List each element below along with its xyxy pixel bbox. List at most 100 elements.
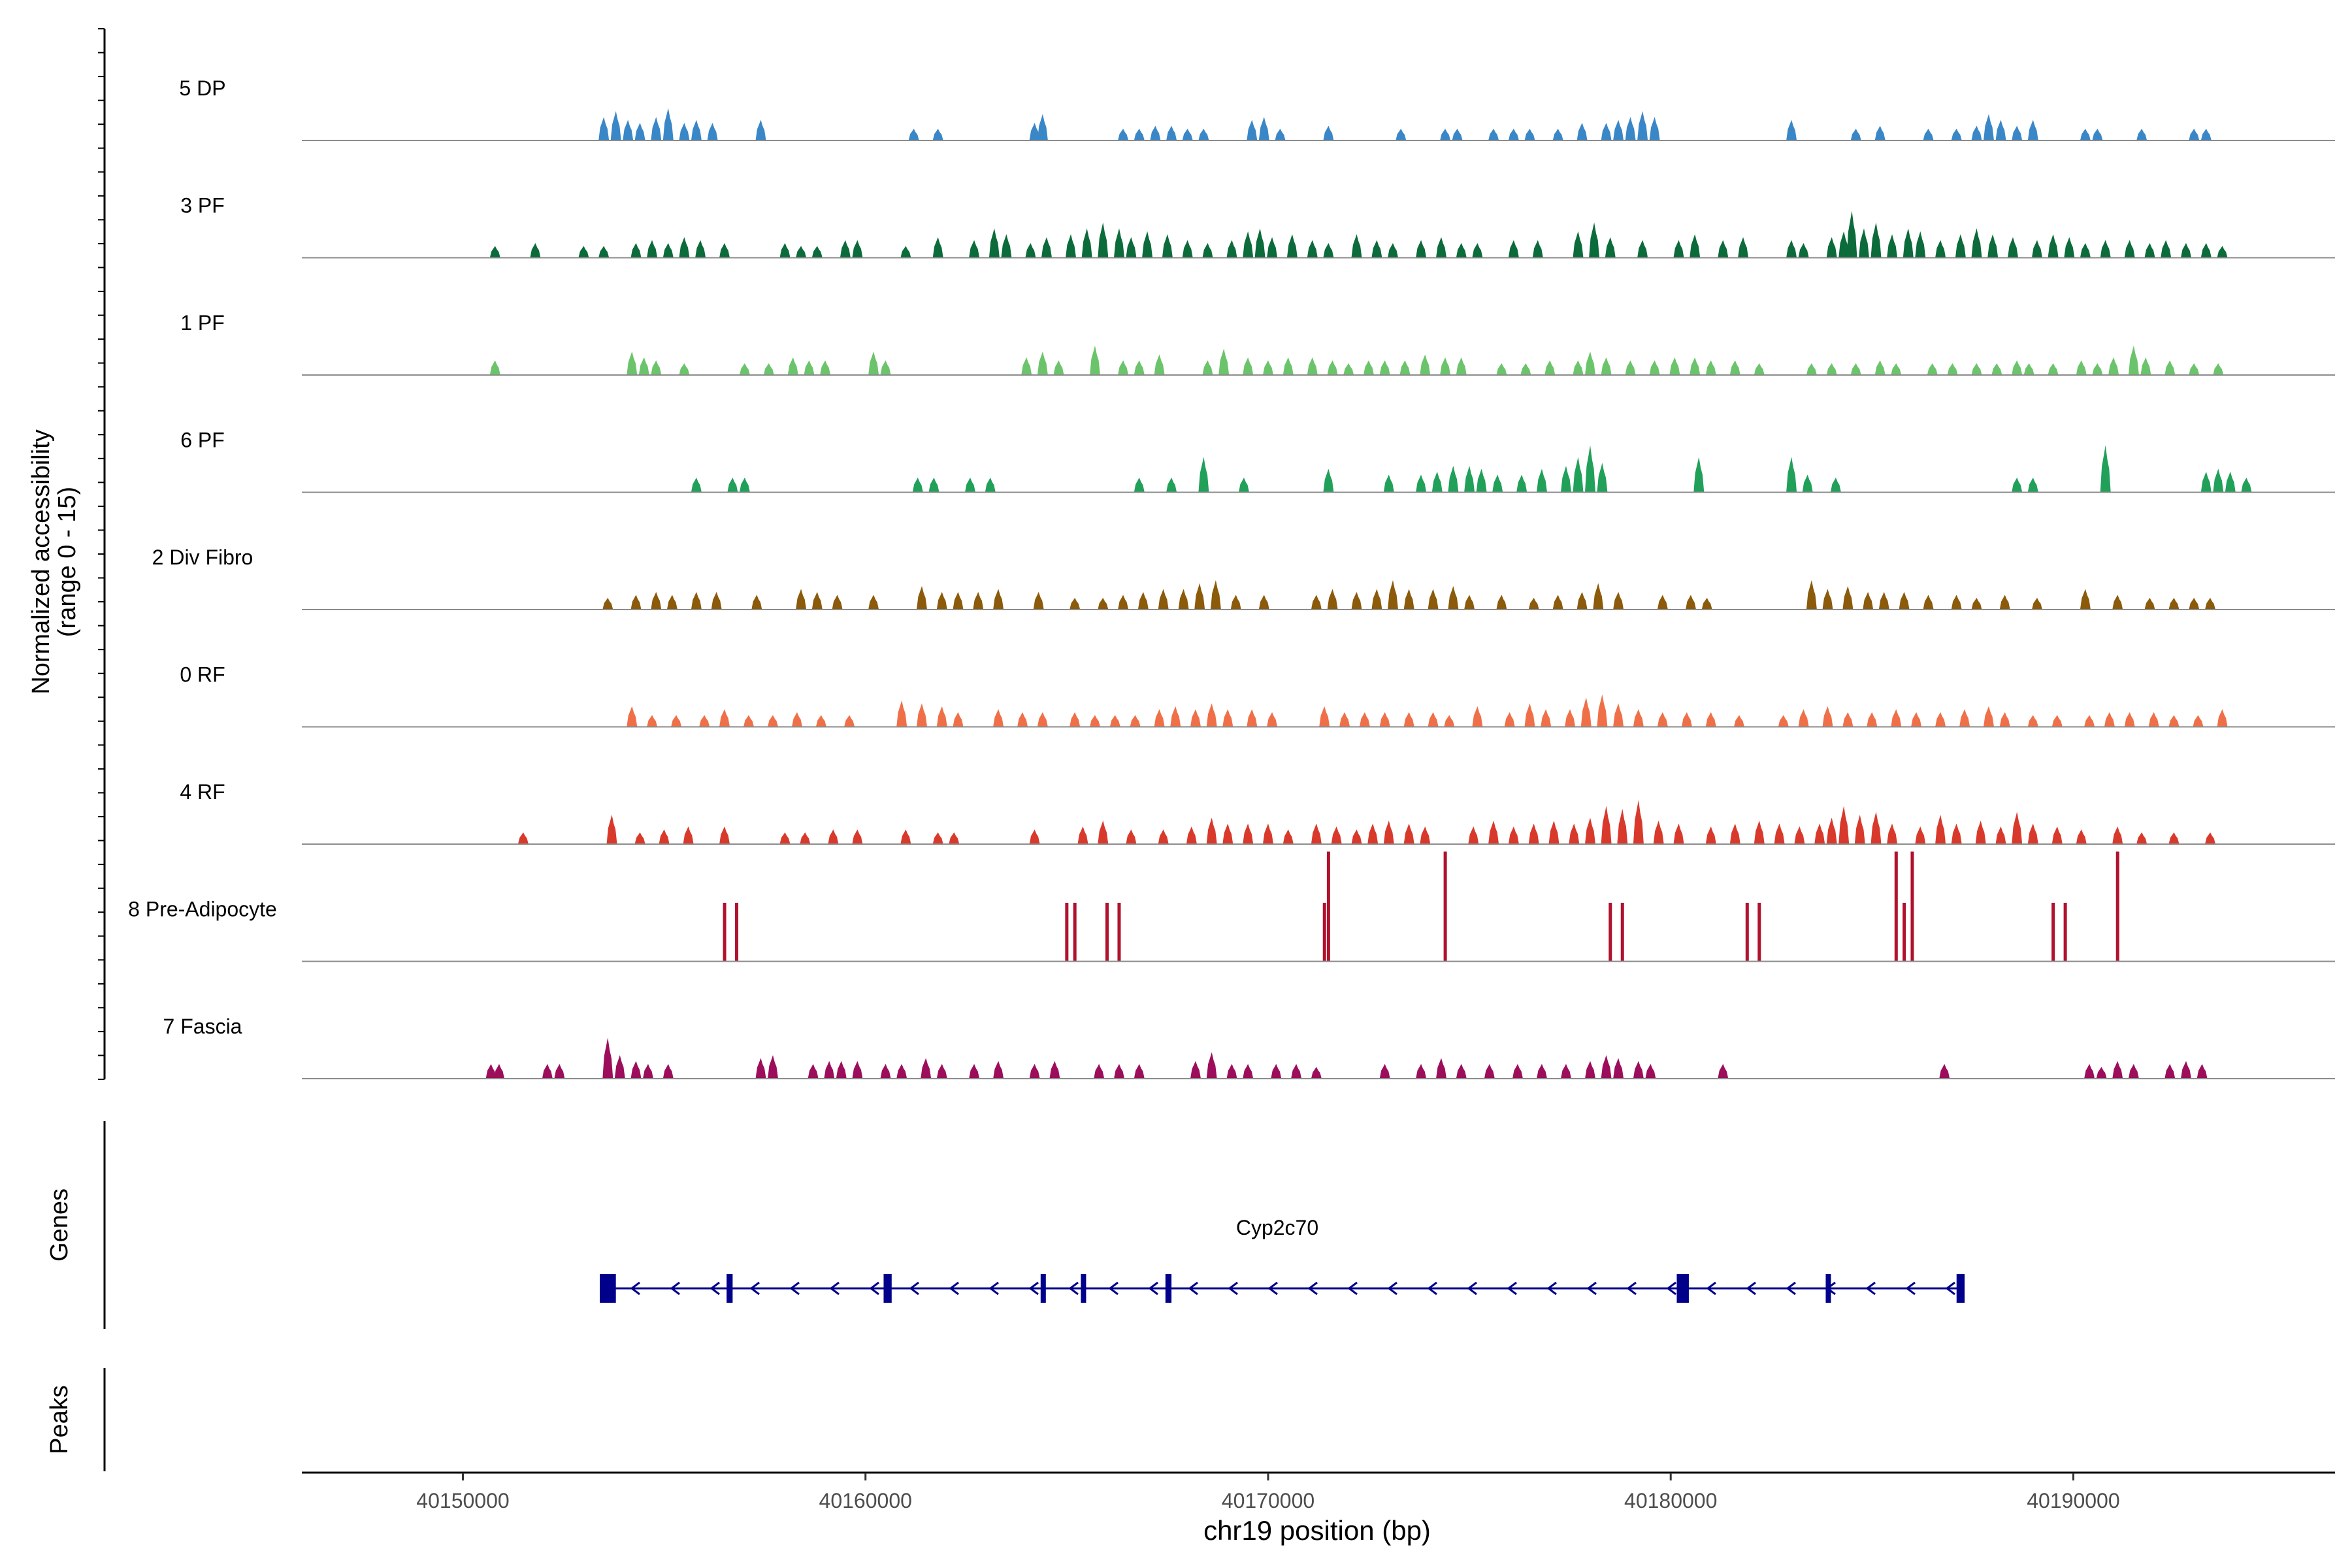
coverage-peak xyxy=(1850,363,1861,375)
coverage-peak xyxy=(1037,351,1048,375)
coverage-peak xyxy=(768,1055,778,1079)
coverage-peak xyxy=(1190,1061,1201,1079)
coverage-peak xyxy=(1186,826,1197,844)
coverage-peak xyxy=(1548,821,1560,844)
coverage-peak xyxy=(1388,243,1398,258)
coverage-peak xyxy=(1729,360,1740,375)
coverage-peak xyxy=(2136,129,2148,140)
coverage-peak xyxy=(1109,715,1120,727)
coverage-peak xyxy=(1226,240,1237,258)
coverage-peak xyxy=(1351,829,1362,844)
coverage-peak xyxy=(1955,234,1966,258)
coverage-peak xyxy=(2148,712,2159,727)
coverage-peak xyxy=(1915,826,1926,844)
coverage-peak xyxy=(643,1064,653,1079)
track-1-pf: 1 PF xyxy=(180,311,2335,376)
coverage-peak xyxy=(647,715,658,727)
coverage-peak xyxy=(2161,240,2172,258)
coverage-peak xyxy=(1452,129,1463,140)
coverage-peak xyxy=(1488,129,1499,140)
coverage-peak xyxy=(1947,363,1958,375)
coverage-peak xyxy=(936,592,947,610)
coverage-peak xyxy=(2197,1064,2208,1079)
coverage-peak xyxy=(2032,598,2042,610)
track-3-pf: 3 PF xyxy=(180,194,2335,259)
coverage-peak xyxy=(735,902,739,962)
coverage-peak xyxy=(804,360,815,375)
coverage-peak xyxy=(1798,243,1809,258)
coverage-peak xyxy=(1911,712,1922,727)
coverage-peak xyxy=(1190,709,1201,727)
coverage-peak xyxy=(1826,237,1837,258)
coverage-peak xyxy=(699,715,710,727)
coverage-peak xyxy=(1613,120,1624,140)
coverage-peak xyxy=(1403,712,1414,727)
coverage-peak xyxy=(1693,457,1705,493)
coverage-peak xyxy=(1669,357,1680,375)
y-axis-label-line1: Normalized accessibility xyxy=(27,429,55,694)
coverage-peak xyxy=(1150,125,1161,140)
coverage-peak xyxy=(691,478,702,493)
coverage-peak xyxy=(602,1037,613,1079)
coverage-peak xyxy=(630,1061,642,1079)
coverage-peak xyxy=(719,826,730,844)
coverage-peak xyxy=(647,240,658,258)
coverage-peak xyxy=(2080,129,2091,140)
coverage-peak xyxy=(2168,832,2180,844)
coverage-peak xyxy=(627,351,638,375)
coverage-peak xyxy=(1504,712,1515,727)
gene-exon xyxy=(1040,1274,1046,1303)
coverage-peak xyxy=(1673,823,1684,844)
coverage-peak xyxy=(1198,129,1209,140)
coverage-peak xyxy=(1282,357,1294,375)
coverage-peak xyxy=(1999,595,2010,610)
coverage-peak xyxy=(2080,589,2091,610)
coverage-peak xyxy=(1456,1064,1467,1079)
coverage-peak xyxy=(489,360,500,375)
coverage-peak xyxy=(1488,821,1499,844)
coverage-peak xyxy=(1388,580,1398,610)
coverage-peak xyxy=(1158,589,1169,610)
coverage-peak xyxy=(2051,715,2063,727)
coverage-peak xyxy=(1033,592,1044,610)
coverage-peak xyxy=(1098,821,1109,844)
coverage-peak xyxy=(1307,357,1318,375)
coverage-peak xyxy=(1580,697,1592,727)
coverage-peak xyxy=(1757,902,1761,962)
track-label: 1 PF xyxy=(180,311,225,335)
coverage-peak xyxy=(2080,243,2091,258)
coverage-peak xyxy=(1444,715,1455,727)
coverage-peak xyxy=(2200,129,2212,140)
coverage-peak xyxy=(1222,823,1233,844)
coverage-peak xyxy=(2112,595,2123,610)
coverage-peak xyxy=(719,709,730,727)
coverage-peak xyxy=(1182,240,1193,258)
coverage-peak xyxy=(1774,823,1785,844)
coverage-peak xyxy=(2012,125,2023,140)
coverage-peak xyxy=(1923,595,1934,610)
coverage-peak xyxy=(1633,1061,1644,1079)
coverage-peak xyxy=(1436,1058,1446,1079)
x-tick-label: 40150000 xyxy=(416,1489,509,1512)
coverage-peak xyxy=(1081,228,1092,258)
coverage-peak xyxy=(1701,598,1712,610)
coverage-peak xyxy=(1686,595,1696,610)
coverage-peak xyxy=(1705,712,1716,727)
coverage-peak xyxy=(1887,823,1898,844)
coverage-peak xyxy=(1637,240,1648,258)
coverage-peak xyxy=(1613,1058,1624,1079)
coverage-peak xyxy=(2189,363,2200,375)
coverage-peak xyxy=(1633,709,1644,727)
coverage-peak xyxy=(1327,589,1338,610)
coverage-peak xyxy=(965,478,975,493)
coverage-peak xyxy=(2051,826,2063,844)
coverage-peak xyxy=(852,829,863,844)
track-label: 2 Div Fibro xyxy=(152,546,253,569)
coverage-peak xyxy=(1987,234,1999,258)
coverage-peak xyxy=(1383,821,1394,844)
coverage-peak xyxy=(1243,357,1254,375)
coverage-peak xyxy=(880,360,891,375)
strand-arrow xyxy=(1507,1281,1517,1296)
coverage-peak xyxy=(1842,712,1854,727)
coverage-peak xyxy=(1472,706,1483,727)
